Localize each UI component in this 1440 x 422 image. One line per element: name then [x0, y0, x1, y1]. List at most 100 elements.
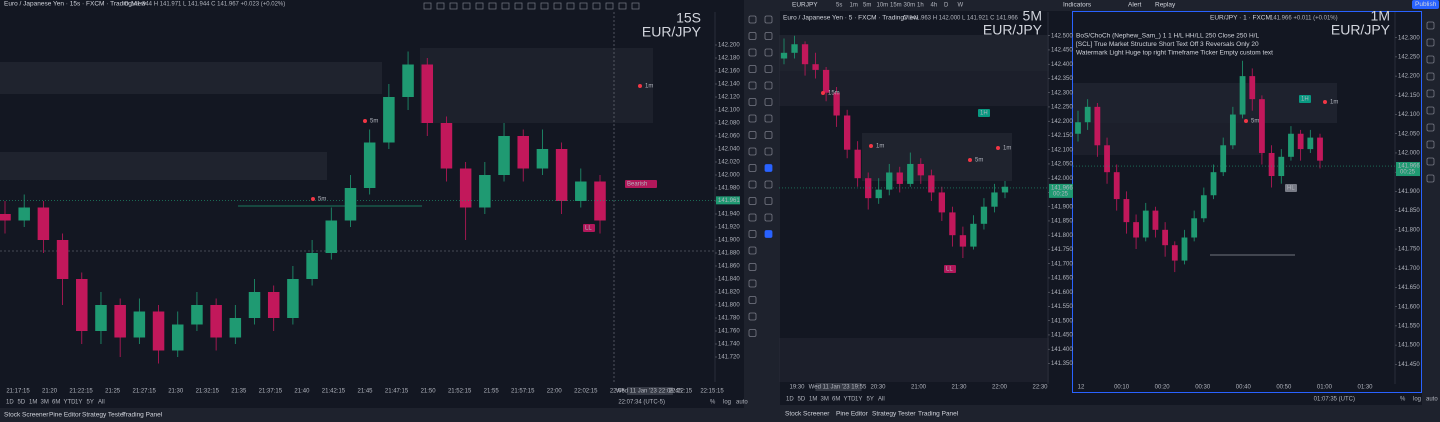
drawing-tool[interactable] — [527, 2, 536, 10]
tool-icon[interactable] — [748, 65, 757, 73]
sidebar-icon[interactable] — [1426, 157, 1435, 166]
tool-icon[interactable] — [764, 147, 773, 156]
replay-button[interactable]: Replay — [1155, 2, 1176, 9]
sidebar-icon[interactable] — [1426, 174, 1435, 183]
drawing-tool[interactable] — [540, 2, 549, 10]
tool-icon[interactable] — [748, 15, 757, 24]
tool-icon[interactable] — [764, 81, 773, 90]
tool-icon[interactable] — [748, 312, 757, 321]
tool-icon[interactable] — [748, 98, 757, 106]
timeframe[interactable]: D — [944, 3, 949, 9]
tool-icon[interactable] — [764, 213, 773, 222]
bottom-tab[interactable]: Trading Panel — [122, 412, 163, 419]
tool-icon[interactable] — [748, 81, 757, 90]
bottom-tab[interactable]: Pine Editor — [836, 411, 869, 418]
drawing-tool[interactable] — [501, 2, 510, 10]
tool-icon[interactable] — [764, 65, 773, 73]
tool-icon[interactable] — [748, 213, 757, 222]
scale-button[interactable]: log — [1413, 397, 1421, 403]
drawing-tool[interactable] — [553, 2, 562, 10]
sidebar-icon[interactable] — [1426, 106, 1435, 115]
timeframe[interactable]: 1h — [917, 3, 924, 9]
tool-icon[interactable] — [748, 263, 757, 271]
range-button[interactable]: 5D — [798, 397, 806, 403]
tool-icon[interactable] — [748, 48, 757, 57]
range-button[interactable]: 6M — [832, 397, 840, 403]
sidebar-icon[interactable] — [1426, 55, 1435, 64]
bottom-tab[interactable]: Stock Screener — [785, 411, 830, 418]
sidebar-icon[interactable] — [1426, 140, 1435, 149]
drawing-tool[interactable] — [488, 2, 497, 10]
drawing-tool[interactable] — [423, 2, 432, 10]
drawing-tool[interactable] — [449, 2, 458, 10]
bottom-tab[interactable]: Strategy Tester — [82, 412, 126, 419]
tool-icon[interactable] — [748, 329, 757, 337]
drawing-tool[interactable] — [514, 2, 523, 10]
scale-button[interactable]: % — [1400, 397, 1406, 403]
tool-icon[interactable] — [764, 230, 773, 238]
tool-icon[interactable] — [764, 114, 773, 123]
drawing-tool[interactable] — [618, 2, 627, 10]
bottom-tab[interactable]: Pine Editor — [49, 412, 82, 419]
range-button[interactable]: 5Y — [87, 400, 94, 406]
tool-icon[interactable] — [764, 98, 773, 106]
tool-icon[interactable] — [748, 164, 757, 172]
symbol[interactable]: EURJPY — [792, 2, 818, 9]
range-button[interactable]: 6M — [52, 400, 60, 406]
tool-icon[interactable] — [748, 230, 757, 238]
timeframe[interactable]: 5m — [863, 3, 871, 9]
tool-icon[interactable] — [748, 131, 757, 139]
range-button[interactable]: 1D — [786, 397, 794, 403]
tool-icon[interactable] — [764, 180, 773, 189]
sidebar-icon[interactable] — [1426, 89, 1435, 98]
drawing-tool[interactable] — [592, 2, 601, 10]
scale-button[interactable]: % — [710, 400, 716, 406]
bottom-tab[interactable]: Stock Screener — [4, 412, 49, 419]
range-button[interactable]: 5D — [18, 400, 26, 406]
range-button[interactable]: 3M — [41, 400, 49, 406]
timeframe[interactable]: W — [958, 3, 964, 9]
range-button[interactable]: YTD — [844, 397, 857, 403]
scale-button[interactable]: log — [723, 400, 731, 406]
tool-icon[interactable] — [748, 114, 757, 123]
sidebar-icon[interactable] — [1426, 72, 1435, 81]
indicators-button[interactable]: Indicators — [1063, 2, 1092, 9]
drawing-tool[interactable] — [566, 2, 575, 10]
tool-icon[interactable] — [764, 164, 773, 172]
tool-icon[interactable] — [748, 279, 757, 288]
publish-bg[interactable] — [1412, 0, 1439, 9]
scale-button[interactable]: auto — [736, 400, 748, 406]
drawing-tool[interactable] — [475, 2, 484, 10]
tool-icon[interactable] — [764, 15, 773, 24]
tool-icon[interactable] — [748, 180, 757, 189]
sidebar-icon[interactable] — [1426, 38, 1435, 47]
tool-icon[interactable] — [748, 32, 757, 40]
timeframe[interactable]: 5s — [836, 3, 842, 9]
range-button[interactable]: 1M — [29, 400, 37, 406]
timeframe[interactable]: 15m — [890, 3, 902, 9]
publish-button[interactable]: Publish — [1415, 1, 1437, 8]
tool-icon[interactable] — [764, 48, 773, 57]
range-button[interactable]: 5Y — [867, 397, 874, 403]
tool-icon[interactable] — [748, 147, 757, 156]
sidebar-icon[interactable] — [1426, 21, 1435, 30]
tool-icon[interactable] — [748, 296, 757, 304]
range-button[interactable]: 1M — [809, 397, 817, 403]
tool-icon[interactable] — [764, 131, 773, 139]
drawing-tool[interactable] — [605, 2, 614, 10]
bottom-tab[interactable]: Strategy Tester — [872, 411, 916, 418]
timeframe[interactable]: 30m — [904, 3, 916, 9]
range-button[interactable]: 1D — [6, 400, 14, 406]
bottom-tab[interactable]: Trading Panel — [918, 411, 959, 418]
tool-icon[interactable] — [748, 246, 757, 255]
range-button[interactable]: 1Y — [75, 400, 82, 406]
range-button[interactable]: 1Y — [855, 397, 862, 403]
range-button[interactable]: YTD — [64, 400, 77, 406]
tool-icon[interactable] — [764, 32, 773, 40]
range-button[interactable]: 3M — [821, 397, 829, 403]
timeframe[interactable]: 1m — [850, 3, 858, 9]
drawing-tool[interactable] — [436, 2, 445, 10]
sidebar-icon[interactable] — [1426, 123, 1435, 132]
timeframe[interactable]: 10m — [877, 3, 889, 9]
drawing-tool[interactable] — [462, 2, 471, 10]
